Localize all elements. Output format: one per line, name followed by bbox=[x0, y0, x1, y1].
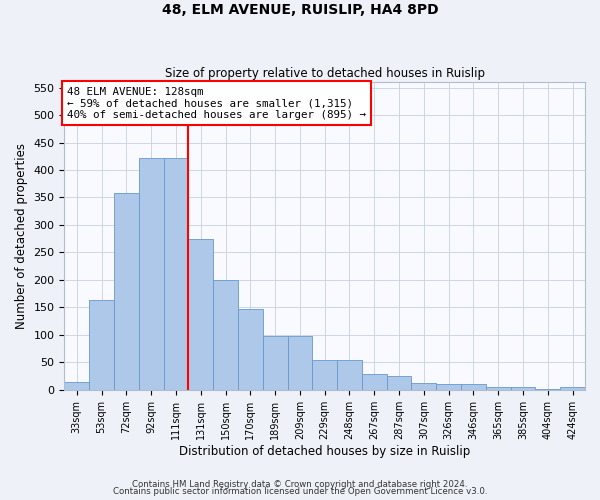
Y-axis label: Number of detached properties: Number of detached properties bbox=[15, 143, 28, 329]
Bar bbox=[263, 336, 287, 390]
Bar bbox=[560, 387, 585, 390]
Bar bbox=[535, 388, 560, 390]
Bar bbox=[89, 300, 114, 390]
Bar bbox=[139, 158, 164, 390]
Bar bbox=[64, 382, 89, 390]
X-axis label: Distribution of detached houses by size in Ruislip: Distribution of detached houses by size … bbox=[179, 444, 470, 458]
Bar bbox=[337, 360, 362, 390]
Text: 48, ELM AVENUE, RUISLIP, HA4 8PD: 48, ELM AVENUE, RUISLIP, HA4 8PD bbox=[161, 2, 439, 16]
Bar bbox=[386, 376, 412, 390]
Bar bbox=[164, 158, 188, 390]
Bar bbox=[213, 280, 238, 390]
Text: 48 ELM AVENUE: 128sqm
← 59% of detached houses are smaller (1,315)
40% of semi-d: 48 ELM AVENUE: 128sqm ← 59% of detached … bbox=[67, 86, 366, 120]
Bar bbox=[114, 193, 139, 390]
Bar bbox=[461, 384, 486, 390]
Bar bbox=[188, 238, 213, 390]
Bar bbox=[287, 336, 313, 390]
Title: Size of property relative to detached houses in Ruislip: Size of property relative to detached ho… bbox=[165, 66, 485, 80]
Text: Contains public sector information licensed under the Open Government Licence v3: Contains public sector information licen… bbox=[113, 487, 487, 496]
Bar bbox=[412, 382, 436, 390]
Bar bbox=[436, 384, 461, 390]
Text: Contains HM Land Registry data © Crown copyright and database right 2024.: Contains HM Land Registry data © Crown c… bbox=[132, 480, 468, 489]
Bar bbox=[238, 308, 263, 390]
Bar bbox=[511, 387, 535, 390]
Bar bbox=[362, 374, 386, 390]
Bar bbox=[486, 387, 511, 390]
Bar bbox=[313, 360, 337, 390]
